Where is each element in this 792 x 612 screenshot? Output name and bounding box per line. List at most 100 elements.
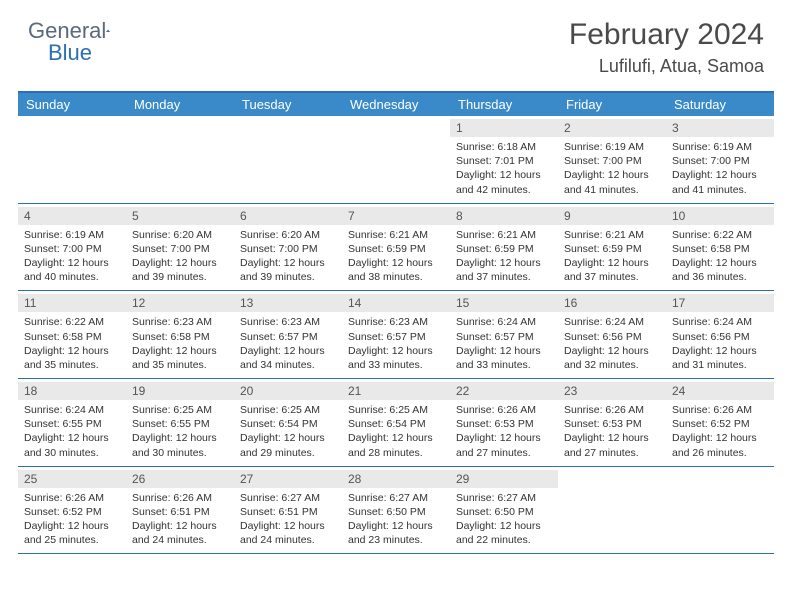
day-number: 5 (126, 207, 234, 225)
day-cell: 27 Sunrise: 6:27 AMSunset: 6:51 PMDayligh… (234, 467, 342, 554)
day-number: 7 (342, 207, 450, 225)
day-number: 14 (342, 294, 450, 312)
week-row: 25 Sunrise: 6:26 AMSunset: 6:52 PMDayligh… (18, 467, 774, 555)
day-cell: 1Sunrise: 6:18 AMSunset: 7:01 PMDaylight… (450, 116, 558, 203)
day-cell (234, 116, 342, 203)
calendar: Sunday Monday Tuesday Wednesday Thursday… (18, 91, 774, 554)
day-number: 27 (234, 470, 342, 488)
week-row: 18Sunrise: 6:24 AMSunset: 6:55 PMDayligh… (18, 379, 774, 467)
day-number: 29 (450, 470, 558, 488)
week-row: 1Sunrise: 6:18 AMSunset: 7:01 PMDaylight… (18, 116, 774, 204)
day-cell: 19 Sunrise: 6:25 AMSunset: 6:55 PMDayligh… (126, 379, 234, 466)
day-cell: 10 Sunrise: 6:22 AMSunset: 6:58 PMDayligh… (666, 204, 774, 291)
day-number: 22 (450, 382, 558, 400)
day-info: Sunrise: 6:21 AMSunset: 6:59 PMDaylight:… (348, 228, 444, 285)
day-header-row: Sunday Monday Tuesday Wednesday Thursday… (18, 93, 774, 116)
day-number: 20 (234, 382, 342, 400)
day-cell: 25 Sunrise: 6:26 AMSunset: 6:52 PMDayligh… (18, 467, 126, 554)
logo: General Blue (28, 18, 130, 44)
day-header: Tuesday (234, 93, 342, 116)
day-cell (18, 116, 126, 203)
day-cell: 3 Sunrise: 6:19 AMSunset: 7:00 PMDaylight… (666, 116, 774, 203)
day-number (234, 119, 342, 137)
day-cell: 16 Sunrise: 6:24 AMSunset: 6:56 PMDayligh… (558, 291, 666, 378)
week-row: 11Sunrise: 6:22 AMSunset: 6:58 PMDayligh… (18, 291, 774, 379)
day-info: Sunrise: 6:26 AMSunset: 6:52 PMDaylight:… (24, 491, 120, 548)
day-header: Thursday (450, 93, 558, 116)
day-number: 8 (450, 207, 558, 225)
day-cell: 22 Sunrise: 6:26 AMSunset: 6:53 PMDayligh… (450, 379, 558, 466)
day-cell: 12 Sunrise: 6:23 AMSunset: 6:58 PMDayligh… (126, 291, 234, 378)
month-title: February 2024 (569, 18, 764, 52)
day-cell: 4 Sunrise: 6:19 AMSunset: 7:00 PMDaylight… (18, 204, 126, 291)
day-info: Sunrise: 6:19 AMSunset: 7:00 PMDaylight:… (672, 140, 768, 197)
day-number: 15 (450, 294, 558, 312)
day-info: Sunrise: 6:20 AMSunset: 7:00 PMDaylight:… (240, 228, 336, 285)
day-cell: 15Sunrise: 6:24 AMSunset: 6:57 PMDayligh… (450, 291, 558, 378)
day-info: Sunrise: 6:25 AMSunset: 6:54 PMDaylight:… (240, 403, 336, 460)
day-number: 9 (558, 207, 666, 225)
day-cell: 11Sunrise: 6:22 AMSunset: 6:58 PMDayligh… (18, 291, 126, 378)
day-info: Sunrise: 6:23 AMSunset: 6:57 PMDaylight:… (240, 315, 336, 372)
day-number: 13 (234, 294, 342, 312)
day-number: 28 (342, 470, 450, 488)
day-cell: 20 Sunrise: 6:25 AMSunset: 6:54 PMDayligh… (234, 379, 342, 466)
day-cell (666, 467, 774, 554)
logo-text-blue: Blue (48, 40, 92, 66)
day-cell: 26Sunrise: 6:26 AMSunset: 6:51 PMDayligh… (126, 467, 234, 554)
day-info: Sunrise: 6:23 AMSunset: 6:57 PMDaylight:… (348, 315, 444, 372)
day-number: 18 (18, 382, 126, 400)
day-cell: 17Sunrise: 6:24 AMSunset: 6:56 PMDayligh… (666, 291, 774, 378)
day-cell: 29 Sunrise: 6:27 AMSunset: 6:50 PMDayligh… (450, 467, 558, 554)
day-number: 10 (666, 207, 774, 225)
day-header: Friday (558, 93, 666, 116)
day-info: Sunrise: 6:27 AMSunset: 6:50 PMDaylight:… (456, 491, 552, 548)
day-number: 3 (666, 119, 774, 137)
day-number (126, 119, 234, 137)
day-info: Sunrise: 6:19 AMSunset: 7:00 PMDaylight:… (24, 228, 120, 285)
day-number: 2 (558, 119, 666, 137)
day-number (558, 470, 666, 488)
day-cell: 24Sunrise: 6:26 AMSunset: 6:52 PMDayligh… (666, 379, 774, 466)
day-number: 1 (450, 119, 558, 137)
day-header: Wednesday (342, 93, 450, 116)
day-cell: 13 Sunrise: 6:23 AMSunset: 6:57 PMDayligh… (234, 291, 342, 378)
day-cell: 9Sunrise: 6:21 AMSunset: 6:59 PMDaylight… (558, 204, 666, 291)
day-header: Sunday (18, 93, 126, 116)
title-block: February 2024 Lufilufi, Atua, Samoa (569, 18, 764, 77)
day-number: 4 (18, 207, 126, 225)
logo-triangle-icon (106, 23, 110, 39)
day-info: Sunrise: 6:26 AMSunset: 6:53 PMDaylight:… (564, 403, 660, 460)
day-number: 16 (558, 294, 666, 312)
day-info: Sunrise: 6:25 AMSunset: 6:55 PMDaylight:… (132, 403, 228, 460)
day-number: 21 (342, 382, 450, 400)
day-info: Sunrise: 6:21 AMSunset: 6:59 PMDaylight:… (456, 228, 552, 285)
day-cell (126, 116, 234, 203)
header: General Blue February 2024 Lufilufi, Atu… (0, 0, 792, 83)
day-info: Sunrise: 6:22 AMSunset: 6:58 PMDaylight:… (672, 228, 768, 285)
day-cell: 18Sunrise: 6:24 AMSunset: 6:55 PMDayligh… (18, 379, 126, 466)
day-cell (558, 467, 666, 554)
day-number: 25 (18, 470, 126, 488)
day-cell (342, 116, 450, 203)
day-cell: 14 Sunrise: 6:23 AMSunset: 6:57 PMDayligh… (342, 291, 450, 378)
week-row: 4 Sunrise: 6:19 AMSunset: 7:00 PMDaylight… (18, 204, 774, 292)
day-info: Sunrise: 6:19 AMSunset: 7:00 PMDaylight:… (564, 140, 660, 197)
day-header: Monday (126, 93, 234, 116)
day-info: Sunrise: 6:27 AMSunset: 6:51 PMDaylight:… (240, 491, 336, 548)
day-info: Sunrise: 6:26 AMSunset: 6:53 PMDaylight:… (456, 403, 552, 460)
day-cell: 5Sunrise: 6:20 AMSunset: 7:00 PMDaylight… (126, 204, 234, 291)
day-number: 26 (126, 470, 234, 488)
day-info: Sunrise: 6:27 AMSunset: 6:50 PMDaylight:… (348, 491, 444, 548)
day-cell: 8 Sunrise: 6:21 AMSunset: 6:59 PMDaylight… (450, 204, 558, 291)
day-number: 11 (18, 294, 126, 312)
day-number: 24 (666, 382, 774, 400)
day-number: 12 (126, 294, 234, 312)
day-info: Sunrise: 6:25 AMSunset: 6:54 PMDaylight:… (348, 403, 444, 460)
day-cell: 28 Sunrise: 6:27 AMSunset: 6:50 PMDayligh… (342, 467, 450, 554)
day-info: Sunrise: 6:24 AMSunset: 6:56 PMDaylight:… (564, 315, 660, 372)
day-cell: 6Sunrise: 6:20 AMSunset: 7:00 PMDaylight… (234, 204, 342, 291)
day-cell: 2 Sunrise: 6:19 AMSunset: 7:00 PMDaylight… (558, 116, 666, 203)
day-info: Sunrise: 6:23 AMSunset: 6:58 PMDaylight:… (132, 315, 228, 372)
day-number: 19 (126, 382, 234, 400)
